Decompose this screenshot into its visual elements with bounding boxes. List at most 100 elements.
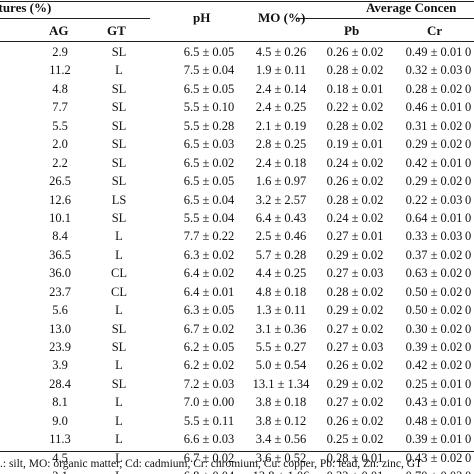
gt-cell: SL — [111, 137, 127, 152]
row-index-cell: 0 — [0, 229, 8, 244]
column-header-mo: MO (%) — [258, 10, 306, 25]
pb-cell: 0.28 ± 0.01 — [326, 450, 384, 465]
cr-cell: 0.63 ± 0.02 — [405, 266, 463, 281]
row-index-cell: 1 — [0, 377, 8, 392]
mo-cell: 4.5 ± 0.26 — [255, 45, 307, 59]
mo-cell: 4.8 ± 0.18 — [255, 284, 307, 299]
cr-cell: 0.42 ± 0.01 — [405, 155, 463, 170]
table-row: 4 10.1 SL 5.5 ± 0.04 6.4 ± 0.43 0.24 ± 0.02 0.… — [0, 211, 474, 229]
column-header-pb: Pb — [344, 23, 360, 38]
table-row: 0 7.7 SL 5.5 ± 0.10 2.4 ± 0.25 0.22 ± 0.02 0.4… — [0, 100, 474, 118]
ag-cell: 10.1 — [49, 210, 71, 225]
mo-cell: 3.8 ± 0.12 — [255, 413, 307, 428]
gt-cell: LS — [111, 192, 127, 207]
pb-cell: 0.22 ± 0.02 — [326, 100, 384, 115]
cr-cell: 0.43 ± 0.01 — [405, 395, 463, 410]
header-bottom-rule — [0, 41, 474, 42]
ph-cell: 7.5 ± 0.04 — [183, 63, 235, 78]
cr-cell: 0.49 ± 0.01 — [405, 45, 463, 59]
table-row: 0 4.5 L 6.7 ± 0.02 3.6 ± 0.52 0.28 ± 0.01 0.43… — [0, 451, 474, 469]
row-index-cell: 4 — [0, 248, 8, 263]
cr-cell: 0.64 ± 0.01 — [405, 210, 463, 225]
truncated-cell: 0 — [465, 340, 472, 354]
cr-cell: 0.30 ± 0.02 — [405, 321, 463, 336]
ag-cell: 23.9 — [49, 340, 71, 354]
table-top-rule — [0, 1, 474, 2]
table-row: 0 8.4 L 7.7 ± 0.22 2.5 ± 0.46 0.27 ± 0.01 0.33… — [0, 229, 474, 247]
ag-cell: 2.1 — [38, 469, 82, 474]
mo-cell: 5.0 ± 0.54 — [255, 358, 307, 373]
ph-cell: 5.5 ± 0.28 — [183, 118, 235, 133]
row-index-cell: 6 — [0, 285, 8, 300]
pb-cell: 0.27 ± 0.03 — [326, 266, 384, 281]
row-index-cell: 5 — [0, 174, 8, 189]
row-index-cell: 6 — [0, 193, 8, 208]
truncated-cell: 0 — [465, 247, 472, 262]
truncated-cell: 0 — [465, 174, 472, 189]
mo-cell: 3.6 ± 0.52 — [255, 450, 307, 465]
pb-cell: 0.32 ± 0.01 — [307, 469, 403, 474]
table-row: 0 5.5 SL 5.5 ± 0.28 2.1 ± 0.19 0.28 ± 0.02 0.3… — [0, 119, 474, 137]
ag-cell: 4.5 — [52, 450, 68, 465]
ag-cell: 26.5 — [49, 174, 71, 189]
cr-cell: 0.28 ± 0.02 — [405, 81, 463, 96]
pb-cell: 0.25 ± 0.02 — [326, 432, 384, 447]
table-row: 7 5.6 L 6.3 ± 0.05 1.3 ± 0.11 0.29 ± 0.02 0.50… — [0, 303, 474, 321]
table-row: 3 36.0 CL 6.4 ± 0.02 4.4 ± 0.25 0.27 ± 0.03 0.… — [0, 266, 474, 284]
gt-cell: SL — [111, 45, 127, 59]
gt-cell: SL — [111, 100, 127, 115]
truncated-cell: 0 — [465, 413, 472, 428]
pb-cell: 0.28 ± 0.02 — [326, 192, 384, 207]
ph-cell: 6.5 ± 0.04 — [183, 192, 235, 207]
pb-cell: 0.28 ± 0.02 — [326, 63, 384, 78]
mo-cell: 3.2 ± 2.57 — [255, 192, 307, 207]
ag-cell: 5.6 — [52, 303, 68, 318]
truncated-cell: 0 — [465, 469, 474, 474]
mo-cell: 2.4 ± 0.14 — [255, 81, 307, 96]
pb-cell: 0.27 ± 0.02 — [326, 321, 384, 336]
cr-cell: 0.50 ± 0.02 — [405, 284, 463, 299]
ag-cell: 23.7 — [49, 284, 71, 299]
ag-cell: 11.2 — [49, 63, 71, 78]
pb-cell: 0.24 ± 0.02 — [326, 155, 384, 170]
ph-cell: 5.5 ± 0.04 — [183, 210, 235, 225]
truncated-cell: 0 — [465, 100, 472, 115]
truncated-cell: 0 — [465, 432, 472, 447]
truncated-cell: 0 — [465, 155, 472, 170]
table-row: 8 2.2 SL 6.5 ± 0.02 2.4 ± 0.18 0.24 ± 0.02 0.4… — [0, 156, 474, 174]
gt-cell: SL — [111, 118, 127, 133]
ag-cell: 7.7 — [52, 100, 68, 115]
ag-cell: 8.1 — [52, 395, 68, 410]
table-row: 1 28.4 SL 7.2 ± 0.03 13.1 ± 1.34 0.29 ± 0.02 0… — [0, 377, 474, 395]
mo-cell: 5.5 ± 0.27 — [255, 340, 307, 354]
column-header-ph: pH — [193, 10, 211, 25]
row-index-cell: 0 — [0, 100, 8, 115]
gt-cell: SL — [111, 210, 127, 225]
row-index-cell: 0 — [0, 358, 8, 373]
cr-cell: 0.29 ± 0.02 — [405, 137, 463, 152]
truncated-cell: 0 — [465, 192, 472, 207]
truncated-cell: 0 — [465, 450, 472, 465]
ph-cell: 6.5 ± 0.02 — [183, 155, 235, 170]
row-index-cell: 0 — [0, 45, 8, 60]
mo-cell: 12.8 ± 1.06 — [231, 469, 331, 474]
cr-cell: 0.50 ± 0.02 — [405, 303, 463, 318]
ag-cell: 36.5 — [49, 247, 71, 262]
ph-cell: 6.7 ± 0.02 — [183, 450, 235, 465]
mo-cell: 3.8 ± 0.18 — [255, 395, 307, 410]
pb-cell: 0.18 ± 0.01 — [326, 81, 384, 96]
row-index-cell: 1 — [0, 469, 8, 474]
cr-cell: 0.29 ± 0.02 — [405, 174, 463, 189]
table-row: 0 3.9 L 6.2 ± 0.02 5.0 ± 0.54 0.26 ± 0.02 0.42… — [0, 358, 474, 376]
mo-cell: 5.7 ± 0.28 — [255, 247, 307, 262]
table-row: 1 8.1 L 7.0 ± 0.00 3.8 ± 0.18 0.27 ± 0.02 0.43… — [0, 395, 474, 413]
column-header-ag: AG — [49, 23, 69, 38]
pb-cell: 0.28 ± 0.02 — [326, 284, 384, 299]
truncated-cell: 0 — [465, 376, 472, 391]
pb-cell: 0.27 ± 0.01 — [326, 229, 384, 244]
cr-cell: 0.39 ± 0.01 — [405, 432, 463, 447]
ph-cell: 7.2 ± 0.03 — [183, 376, 235, 391]
truncated-cell: 0 — [465, 118, 472, 133]
row-index-cell: 8 — [0, 156, 8, 171]
ph-cell: 5.5 ± 0.10 — [183, 100, 235, 115]
